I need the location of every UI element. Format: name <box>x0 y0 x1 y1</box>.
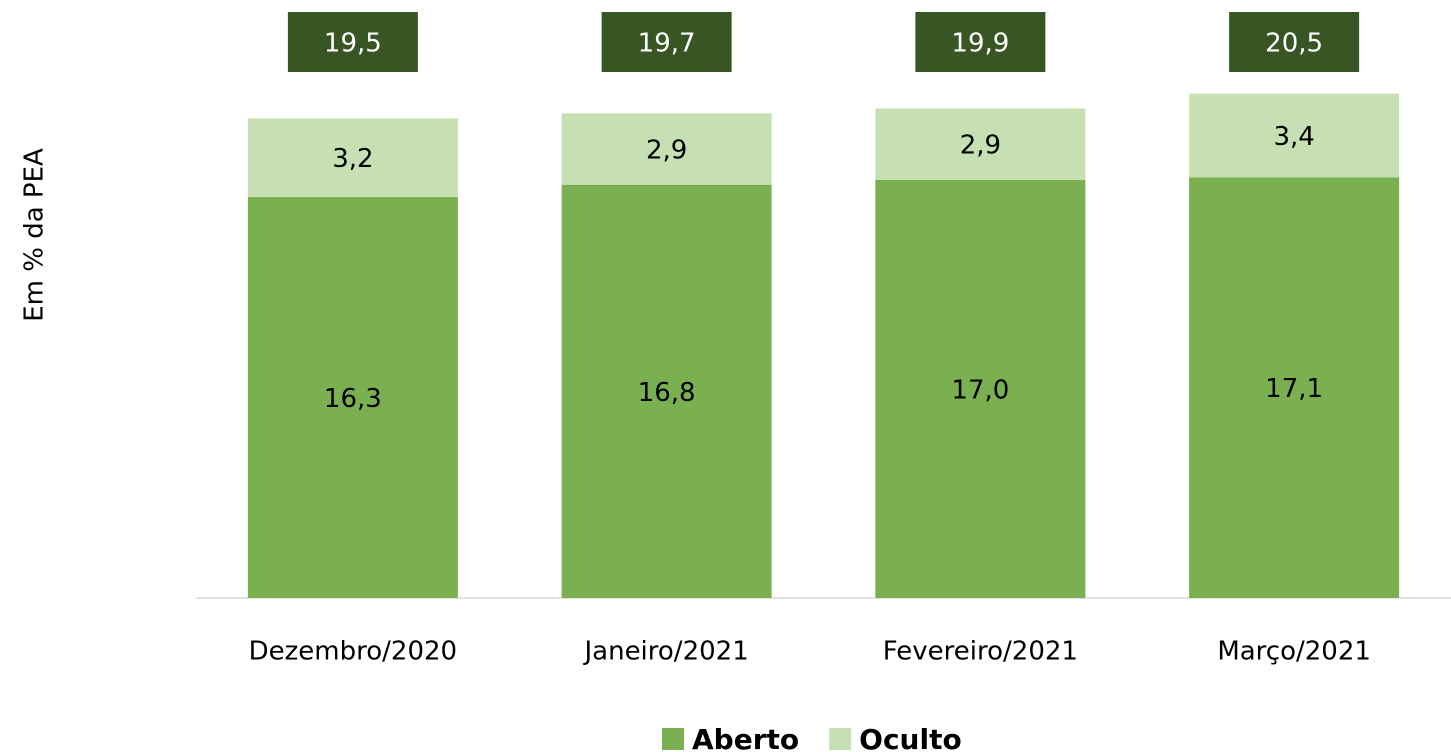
bar-segment <box>1189 93 1400 178</box>
value-label: 17,1 <box>1265 374 1323 404</box>
bar-segment <box>1189 177 1400 598</box>
total-box <box>287 12 418 72</box>
total-label: 19,7 <box>638 29 696 59</box>
bar-segment <box>247 118 458 198</box>
value-label: 3,4 <box>1273 122 1314 152</box>
x-tick-label: Março/2021 <box>1217 637 1371 667</box>
x-tick-label: Dezembro/2020 <box>249 637 457 667</box>
x-tick-label: Janeiro/2021 <box>582 637 748 667</box>
bar-segment <box>247 197 458 598</box>
value-label: 17,0 <box>951 375 1009 405</box>
legend-swatch <box>829 728 852 750</box>
bar-segment <box>875 108 1086 180</box>
legend-label: Aberto <box>692 723 799 752</box>
value-label: 2,9 <box>960 131 1001 161</box>
legend-swatch <box>662 728 684 750</box>
total-label: 19,9 <box>951 29 1009 59</box>
total-label: 20,5 <box>1265 29 1323 59</box>
total-label: 19,5 <box>324 29 382 59</box>
legend-label: Oculto <box>859 723 962 752</box>
value-label: 3,2 <box>332 144 373 174</box>
total-box <box>601 12 732 72</box>
value-label: 2,9 <box>646 136 687 166</box>
x-tick-label: Fevereiro/2021 <box>883 637 1078 667</box>
total-box <box>1229 12 1360 72</box>
bar-segment <box>875 179 1086 599</box>
bar-segment <box>561 184 772 598</box>
value-label: 16,8 <box>638 378 696 408</box>
total-box <box>915 12 1046 72</box>
y-axis-label: Em % da PEA <box>20 148 50 322</box>
value-label: 16,3 <box>324 384 382 414</box>
bar-segment <box>561 113 772 185</box>
